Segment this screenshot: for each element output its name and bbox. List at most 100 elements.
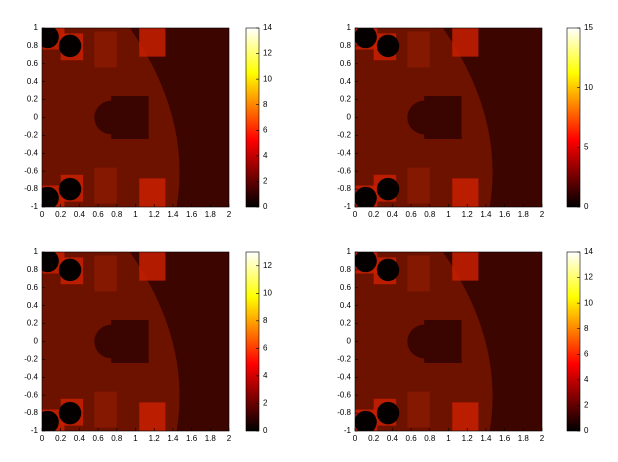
image-blob (94, 391, 117, 428)
colorbar-tick-label: 12 (263, 49, 272, 58)
y-tick-label: 0.8 (340, 265, 352, 274)
image-blob (407, 31, 430, 68)
x-tick-label: 0.6 (93, 210, 105, 219)
image-blob (139, 252, 166, 281)
x-tick-label: 1.8 (205, 210, 217, 219)
x-tick-label: 0.8 (424, 210, 436, 219)
image-dark-region (129, 252, 229, 431)
x-tick-label: 1.2 (149, 210, 161, 219)
y-tick-label: -1 (31, 426, 39, 435)
x-tick-label: 0.8 (424, 434, 436, 443)
image (42, 252, 229, 431)
x-tick-label: 0.8 (111, 210, 123, 219)
colorbar-tick-label: 2 (263, 399, 268, 408)
x-tick-label: 1.8 (205, 434, 217, 443)
y-tick-label: -0.4 (24, 148, 38, 157)
image-dark-region (442, 252, 542, 431)
y-tick-label: -0.6 (337, 390, 351, 399)
y-tick-label: 0.2 (27, 319, 39, 328)
image-black (58, 177, 82, 201)
image-black (355, 186, 377, 207)
colorbar-tick-label: 0 (584, 426, 589, 435)
colorbar-tick-label: 12 (263, 261, 272, 270)
x-tick-label: 0 (353, 210, 358, 219)
y-tick-label: 0 (347, 337, 352, 346)
image-blob (452, 178, 479, 207)
x-tick-label: 1.4 (167, 210, 179, 219)
x-tick-label: 1.2 (462, 434, 474, 443)
x-tick-label: 1.6 (186, 210, 198, 219)
x-tick-label: 0 (40, 434, 45, 443)
colorbar-tick-label: 10 (263, 74, 272, 83)
y-tick-label: 0.4 (340, 301, 352, 310)
colorbar (566, 27, 581, 208)
x-tick-label: 0.6 (406, 434, 418, 443)
image-black (376, 177, 400, 201)
y-tick-label: 1 (347, 23, 352, 32)
image-blob (94, 167, 117, 204)
y-tick-label: 0.2 (340, 95, 352, 104)
y-tick-label: -0.8 (24, 408, 38, 417)
y-tick-label: 0.8 (27, 265, 39, 274)
colorbar-tick-label: 15 (584, 23, 593, 32)
image-blob (452, 252, 479, 281)
colorbar-tick-label: 14 (263, 23, 272, 32)
colorbar-tick-label: 10 (584, 298, 593, 307)
x-tick-label: 2 (227, 210, 232, 219)
y-tick-label: 0 (34, 337, 39, 346)
image-center-bump (407, 324, 442, 359)
colorbar (245, 251, 260, 432)
image-black (42, 252, 59, 273)
y-tick-label: -0.6 (24, 166, 38, 175)
y-tick-label: 0.2 (27, 95, 39, 104)
colorbar-tick-label: 4 (263, 371, 268, 380)
image-blob (139, 28, 166, 57)
x-tick-label: 1.6 (499, 434, 511, 443)
image-blob (452, 28, 479, 57)
y-tick-label: 1 (347, 247, 352, 256)
y-tick-label: -0.4 (337, 148, 351, 157)
x-tick-label: 0.4 (387, 210, 399, 219)
y-tick-label: 0 (347, 113, 352, 122)
x-tick-label: 1.6 (186, 434, 198, 443)
y-tick-label: 0.2 (340, 319, 352, 328)
image-black (42, 28, 59, 49)
x-tick-label: 0.8 (111, 434, 123, 443)
x-tick-label: 0.4 (74, 210, 86, 219)
image-blob (139, 402, 166, 431)
x-tick-label: 2 (540, 210, 545, 219)
x-tick-label: 1.4 (480, 210, 492, 219)
y-tick-label: -1 (31, 202, 39, 211)
image-blob (452, 402, 479, 431)
x-tick-label: 1.8 (518, 210, 530, 219)
y-tick-label: 0.4 (27, 77, 39, 86)
x-tick-label: 1 (446, 210, 451, 219)
colorbar-tick-label: 8 (584, 324, 589, 333)
x-tick-label: 0.4 (387, 434, 399, 443)
y-tick-label: 0.6 (340, 59, 352, 68)
image (355, 28, 542, 207)
y-tick-label: -1 (344, 202, 352, 211)
y-tick-label: 0.8 (27, 41, 39, 50)
image-black (376, 34, 400, 58)
image-blob (407, 255, 430, 292)
y-tick-label: -0.8 (24, 184, 38, 193)
image-black (355, 410, 377, 431)
y-tick-label: -0.2 (337, 355, 351, 364)
x-tick-label: 1.4 (480, 434, 492, 443)
y-tick-label: -0.2 (24, 355, 38, 364)
x-tick-label: 0.4 (74, 434, 86, 443)
colorbar-tick-label: 10 (263, 288, 272, 297)
x-tick-label: 0 (353, 434, 358, 443)
image-blob (94, 255, 117, 292)
image-blob (94, 31, 117, 68)
image-center-bump (94, 100, 129, 135)
y-tick-label: -0.4 (24, 372, 38, 381)
x-tick-label: 1.6 (499, 210, 511, 219)
image (42, 28, 229, 207)
image-black (58, 401, 82, 425)
image-black (58, 34, 82, 58)
colorbar-tick-label: 8 (263, 316, 268, 325)
image-blob (407, 391, 430, 428)
y-tick-label: 1 (34, 247, 39, 256)
